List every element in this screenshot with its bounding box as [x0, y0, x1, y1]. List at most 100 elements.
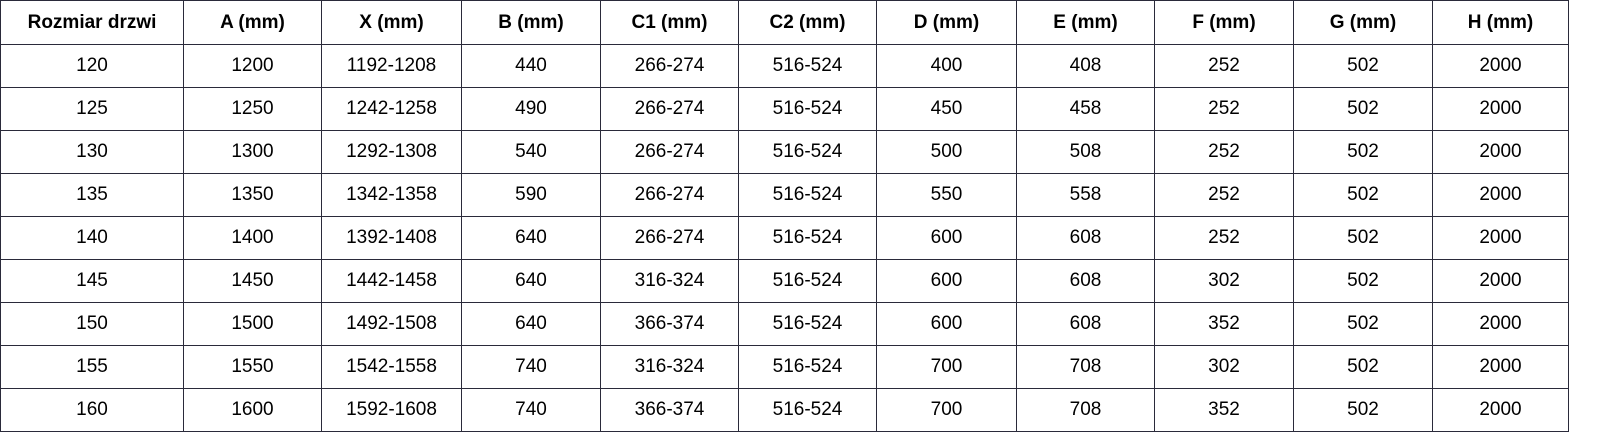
table-cell: 155	[0, 345, 184, 389]
table-cell: 266-274	[600, 130, 739, 174]
table-cell: 2000	[1432, 87, 1569, 131]
table-cell: 150	[0, 302, 184, 346]
table-cell: 740	[461, 345, 601, 389]
header-row: Rozmiar drzwi A (mm) X (mm) B (mm) C1 (mm) C2…	[0, 0, 1569, 45]
table-cell: 1450	[183, 259, 322, 303]
table-cell: 502	[1293, 173, 1433, 217]
table-cell: 600	[876, 302, 1017, 346]
table-cell: 266-274	[600, 44, 739, 88]
table-cell: 500	[876, 130, 1017, 174]
table-cell: 252	[1154, 130, 1294, 174]
table-cell: 130	[0, 130, 184, 174]
table-cell: 1542-1558	[321, 345, 462, 389]
table-cell: 490	[461, 87, 601, 131]
table-cell: 352	[1154, 302, 1294, 346]
table-cell: 502	[1293, 302, 1433, 346]
table-row: 160 1600 1592-1608 740 366-374 516-524 700 708 3…	[0, 388, 1569, 432]
table-cell: 302	[1154, 345, 1294, 389]
table-cell: 316-324	[600, 345, 739, 389]
table-cell: 2000	[1432, 388, 1569, 432]
table-cell: 1442-1458	[321, 259, 462, 303]
table-cell: 608	[1016, 259, 1155, 303]
table-cell: 302	[1154, 259, 1294, 303]
table-cell: 516-524	[738, 388, 877, 432]
table-cell: 516-524	[738, 345, 877, 389]
table-cell: 366-374	[600, 302, 739, 346]
table-row: 120 1200 1192-1208 440 266-274 516-524 400 408 2…	[0, 44, 1569, 88]
table-cell: 1292-1308	[321, 130, 462, 174]
table-cell: 502	[1293, 345, 1433, 389]
table-cell: 1500	[183, 302, 322, 346]
table-cell: 1392-1408	[321, 216, 462, 260]
table-cell: 590	[461, 173, 601, 217]
table-cell: 252	[1154, 216, 1294, 260]
table-cell: 516-524	[738, 302, 877, 346]
table-cell: 1250	[183, 87, 322, 131]
table-cell: 160	[0, 388, 184, 432]
table-cell: 1550	[183, 345, 322, 389]
table-cell: 502	[1293, 130, 1433, 174]
table-cell: 516-524	[738, 130, 877, 174]
column-header: B (mm)	[461, 0, 601, 45]
table-cell: 120	[0, 44, 184, 88]
table-cell: 2000	[1432, 173, 1569, 217]
table-cell: 135	[0, 173, 184, 217]
column-header: G (mm)	[1293, 0, 1433, 45]
table-cell: 125	[0, 87, 184, 131]
table-cell: 366-374	[600, 388, 739, 432]
table-cell: 266-274	[600, 216, 739, 260]
table-cell: 558	[1016, 173, 1155, 217]
column-header: D (mm)	[876, 0, 1017, 45]
table-cell: 2000	[1432, 216, 1569, 260]
column-header: A (mm)	[183, 0, 322, 45]
table-cell: 1400	[183, 216, 322, 260]
table-cell: 440	[461, 44, 601, 88]
table-cell: 140	[0, 216, 184, 260]
table-cell: 516-524	[738, 259, 877, 303]
table-cell: 516-524	[738, 173, 877, 217]
table-row: 130 1300 1292-1308 540 266-274 516-524 500 508 2…	[0, 130, 1569, 174]
column-header: E (mm)	[1016, 0, 1155, 45]
table-cell: 266-274	[600, 87, 739, 131]
table-cell: 316-324	[600, 259, 739, 303]
table-cell: 502	[1293, 388, 1433, 432]
table-row: 145 1450 1442-1458 640 316-324 516-524 600 608 3…	[0, 259, 1569, 303]
table-cell: 740	[461, 388, 601, 432]
table-row: 125 1250 1242-1258 490 266-274 516-524 450 458 2…	[0, 87, 1569, 131]
table-cell: 2000	[1432, 44, 1569, 88]
table-cell: 600	[876, 259, 1017, 303]
table-cell: 145	[0, 259, 184, 303]
table-cell: 700	[876, 345, 1017, 389]
column-header: X (mm)	[321, 0, 462, 45]
table-cell: 502	[1293, 216, 1433, 260]
table-cell: 550	[876, 173, 1017, 217]
table-cell: 640	[461, 216, 601, 260]
table-cell: 516-524	[738, 87, 877, 131]
table-cell: 408	[1016, 44, 1155, 88]
table-cell: 640	[461, 302, 601, 346]
column-header: H (mm)	[1432, 0, 1569, 45]
table-cell: 1492-1508	[321, 302, 462, 346]
table-cell: 1200	[183, 44, 322, 88]
table-cell: 1600	[183, 388, 322, 432]
table-cell: 516-524	[738, 216, 877, 260]
table-row: 140 1400 1392-1408 640 266-274 516-524 600 608 2…	[0, 216, 1569, 260]
table-cell: 450	[876, 87, 1017, 131]
table-cell: 266-274	[600, 173, 739, 217]
table-cell: 252	[1154, 173, 1294, 217]
table-cell: 1350	[183, 173, 322, 217]
table-cell: 640	[461, 259, 601, 303]
table-cell: 1342-1358	[321, 173, 462, 217]
table-cell: 2000	[1432, 130, 1569, 174]
table-row: 155 1550 1542-1558 740 316-324 516-524 700 708 3…	[0, 345, 1569, 389]
column-header: C2 (mm)	[738, 0, 877, 45]
table-cell: 252	[1154, 87, 1294, 131]
table-cell: 1192-1208	[321, 44, 462, 88]
table-cell: 608	[1016, 216, 1155, 260]
table-cell: 2000	[1432, 302, 1569, 346]
column-header: Rozmiar drzwi	[0, 0, 184, 45]
table-cell: 502	[1293, 44, 1433, 88]
table-cell: 708	[1016, 345, 1155, 389]
table-cell: 352	[1154, 388, 1294, 432]
column-header: F (mm)	[1154, 0, 1294, 45]
